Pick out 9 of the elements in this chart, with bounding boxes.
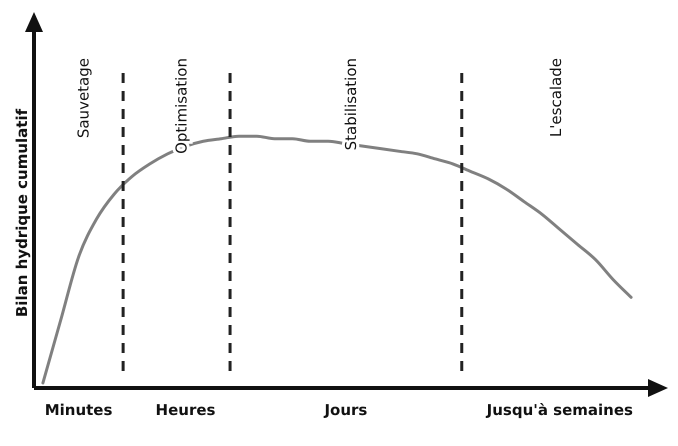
x-tick-label: Minutes	[44, 400, 112, 419]
x-tick-label: Jours	[323, 400, 368, 419]
x-tick-label: Heures	[156, 400, 216, 419]
annotation: L'escalade	[546, 58, 565, 138]
x-tick-label: Jusqu'à semaines	[486, 400, 634, 419]
y-axis-title: Bilan hydrique cumulatif	[12, 108, 31, 318]
annotation: Stabilisation	[342, 58, 360, 150]
annotation: Sauvetage	[74, 58, 92, 138]
annotation: Optimisation	[172, 58, 190, 154]
